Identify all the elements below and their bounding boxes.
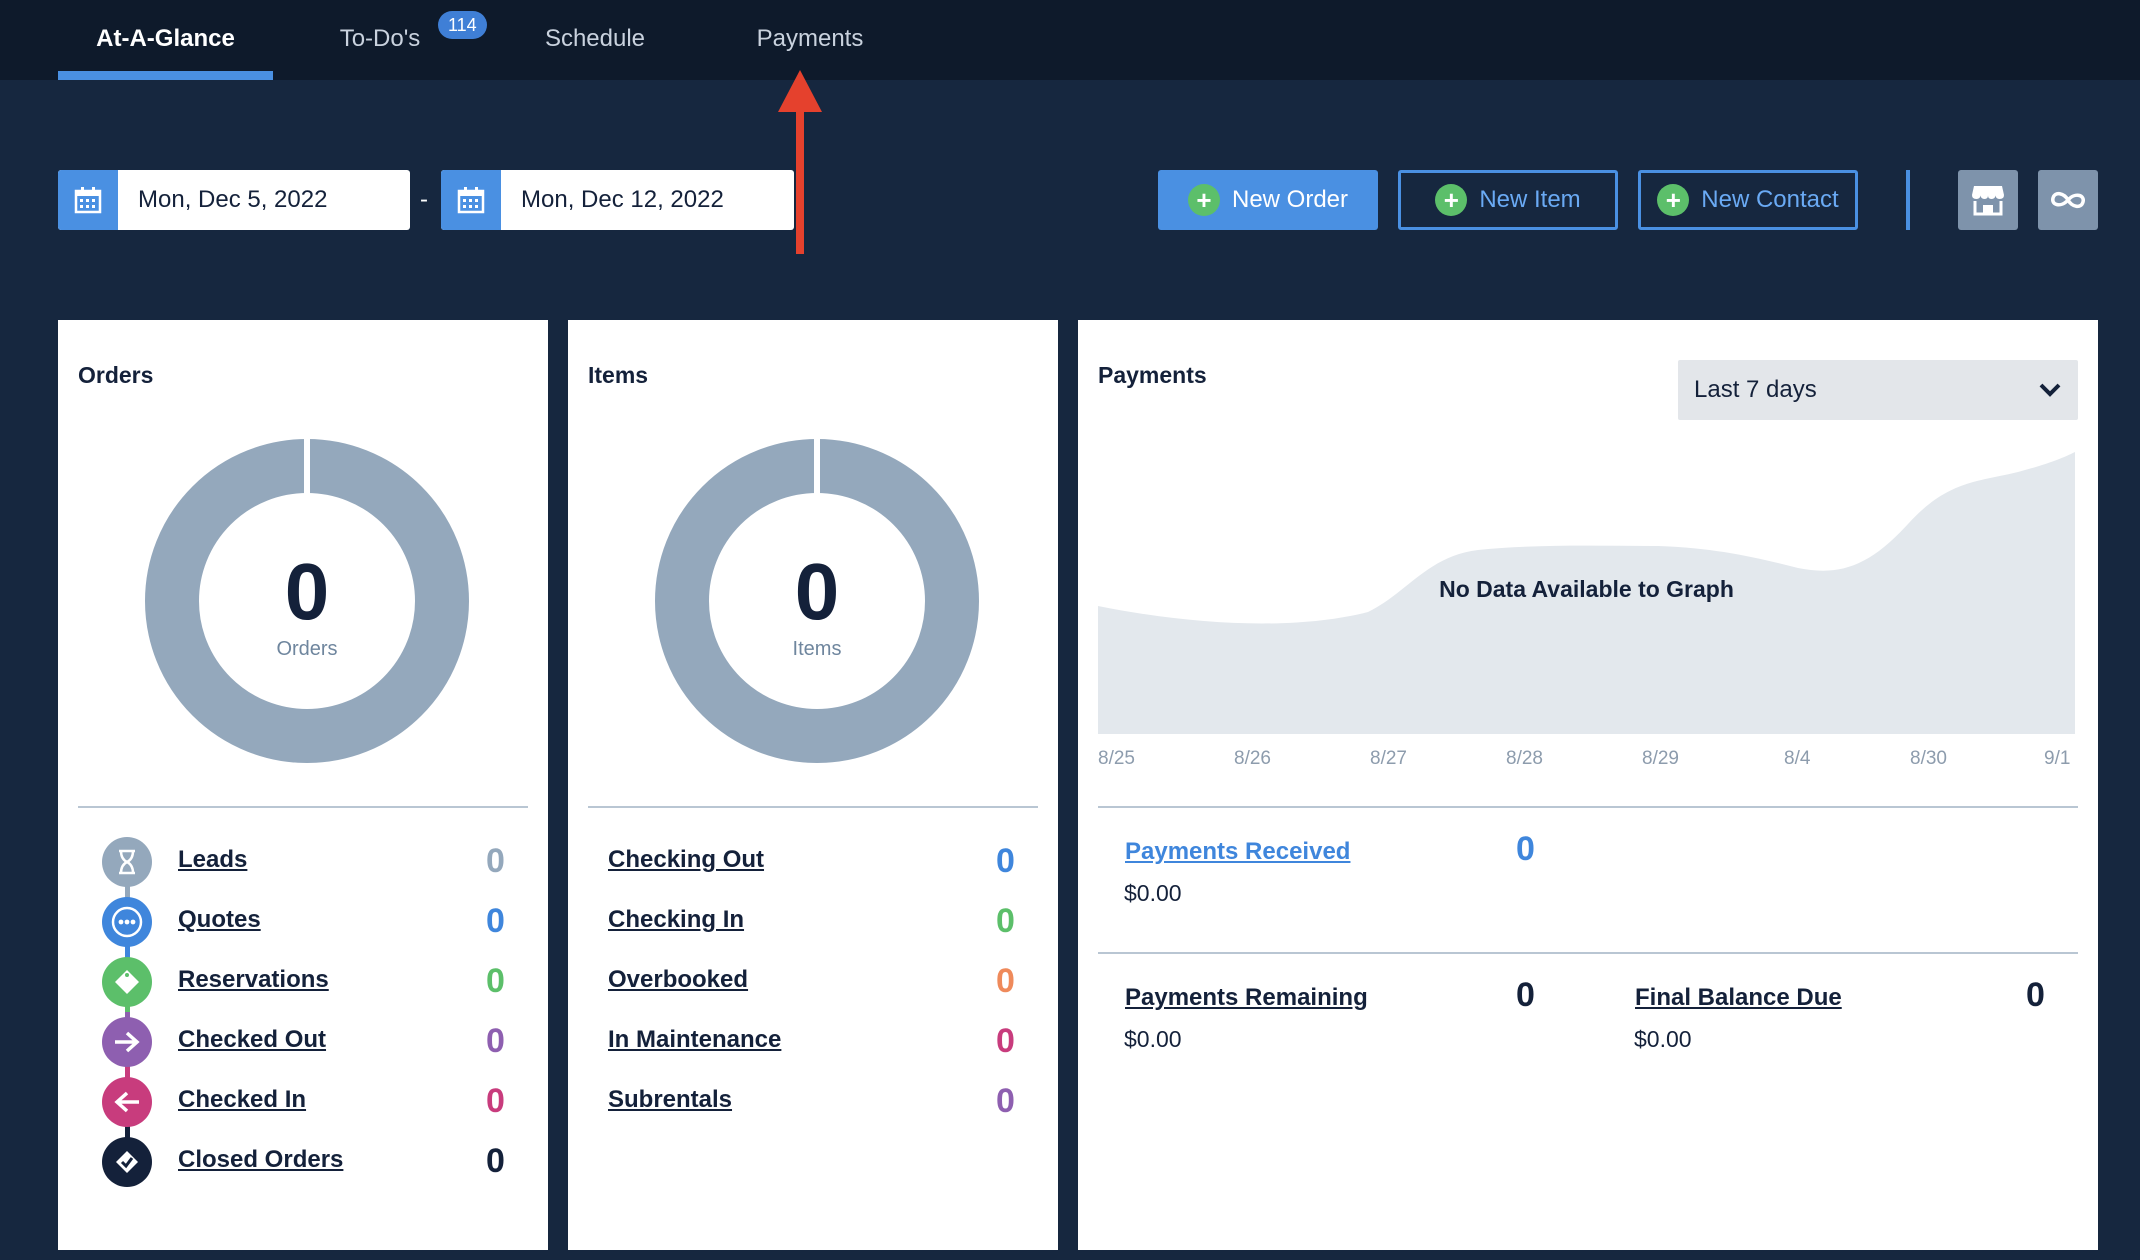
payments-title: Payments <box>1098 362 1207 388</box>
checked-out-link[interactable]: Checked Out <box>178 1026 327 1053</box>
start-date-value: Mon, Dec 5, 2022 <box>138 186 328 213</box>
status-timeline <box>125 862 130 1162</box>
quotes-link[interactable]: Quotes <box>178 906 261 933</box>
payments-received-amount: $0.00 <box>1124 880 1182 906</box>
new-item-button[interactable]: + New Item <box>1398 170 1618 230</box>
link-button[interactable] <box>2038 170 2098 230</box>
orders-count: 0 <box>284 546 330 636</box>
chevron-down-icon <box>2039 383 2061 397</box>
new-item-label: New Item <box>1479 186 1581 213</box>
checking-in-count: 0 <box>996 902 1015 940</box>
orders-card: Orders 0 Orders Leads 0 Quotes 0 Reserva… <box>58 320 548 1250</box>
start-date-picker[interactable]: Mon, Dec 5, 2022 <box>58 170 410 230</box>
checking-in-link[interactable]: Checking In <box>608 906 745 933</box>
final-balance-due-amount: $0.00 <box>1634 1026 1692 1052</box>
store-button[interactable] <box>1958 170 2018 230</box>
orders-donut-chart <box>145 436 469 763</box>
divider <box>78 806 528 808</box>
items-count: 0 <box>794 546 840 636</box>
todos-count-badge: 114 <box>438 11 487 39</box>
plus-icon: + <box>1187 184 1220 216</box>
divider <box>588 806 1038 808</box>
final-balance-due-count: 0 <box>2026 976 2045 1014</box>
items-card: Items 0 Items Checking Out 0 Checking In… <box>568 320 1058 1250</box>
date-range-separator: - <box>420 186 428 213</box>
new-contact-button[interactable]: + New Contact <box>1638 170 1858 230</box>
payments-received-link[interactable]: Payments Received <box>1125 838 1351 865</box>
toolbar-divider <box>1906 170 1910 230</box>
checked-in-count: 0 <box>486 1082 505 1120</box>
x-tick-label: 8/25 <box>1098 748 1135 769</box>
subrentals-link[interactable]: Subrentals <box>608 1086 733 1113</box>
divider <box>1098 952 2078 954</box>
closed-orders-count: 0 <box>486 1142 505 1180</box>
x-tick-label: 8/28 <box>1506 748 1543 769</box>
arrow-right-icon <box>102 1017 152 1067</box>
x-tick-label: 8/4 <box>1784 748 1811 769</box>
divider <box>1098 806 2078 808</box>
x-tick-label: 8/26 <box>1234 748 1271 769</box>
x-tick-label: 8/27 <box>1370 748 1407 769</box>
reservations-link[interactable]: Reservations <box>178 966 329 993</box>
overbooked-link[interactable]: Overbooked <box>608 966 749 993</box>
orders-donut-center: 0 Orders <box>142 436 472 766</box>
orders-count-label: Orders <box>276 637 338 660</box>
subrentals-count: 0 <box>996 1082 1015 1120</box>
new-order-button[interactable]: + New Order <box>1158 170 1378 230</box>
calendar-icon[interactable] <box>58 170 118 230</box>
arrow-left-icon <box>102 1077 152 1127</box>
tag-icon <box>102 957 152 1007</box>
payments-range-select[interactable]: Last 7 days <box>1678 360 2078 420</box>
payments-remaining-count: 0 <box>1516 976 1535 1014</box>
plus-icon: + <box>1657 184 1690 216</box>
closed-orders-link[interactable]: Closed Orders <box>178 1146 344 1173</box>
calendar-icon[interactable] <box>441 170 501 230</box>
tab-todos-label: To-Do's <box>339 25 421 52</box>
closed-order-icon <box>102 1137 152 1187</box>
x-tick-label: 8/29 <box>1642 748 1679 769</box>
leads-link[interactable]: Leads <box>178 846 248 873</box>
payments-range-value: Last 7 days <box>1694 376 1817 403</box>
checked-out-count: 0 <box>486 1022 505 1060</box>
final-balance-due-link[interactable]: Final Balance Due <box>1635 984 1842 1011</box>
tab-todos[interactable]: To-Do's <box>330 0 430 80</box>
ellipsis-icon <box>102 897 152 947</box>
orders-title: Orders <box>78 362 154 388</box>
leads-count: 0 <box>486 842 505 880</box>
items-title: Items <box>588 362 649 388</box>
checking-out-count: 0 <box>996 842 1015 880</box>
x-tick-label: 9/1 <box>2044 748 2071 769</box>
tab-schedule[interactable]: Schedule <box>544 25 646 52</box>
tab-at-a-glance[interactable]: At-A-Glance <box>58 0 273 80</box>
payments-placeholder-chart <box>1098 452 2075 734</box>
tab-payments[interactable]: Payments <box>756 25 864 52</box>
items-donut-chart <box>655 436 979 763</box>
checking-out-link[interactable]: Checking Out <box>608 846 765 873</box>
x-tick-label: 8/30 <box>1910 748 1947 769</box>
top-nav: At-A-Glance To-Do's 114 Schedule Payment… <box>0 0 2140 80</box>
payments-received-count: 0 <box>1516 830 1535 868</box>
items-count-label: Items <box>792 637 842 660</box>
end-date-picker[interactable]: Mon, Dec 12, 2022 <box>441 170 794 230</box>
plus-icon: + <box>1435 184 1468 216</box>
payments-remaining-link[interactable]: Payments Remaining <box>1125 984 1368 1011</box>
infinity-link-icon <box>2051 191 2085 209</box>
hourglass-icon <box>102 837 152 887</box>
payments-card: Payments Last 7 days No Data Available t… <box>1078 320 2098 1250</box>
checked-in-link[interactable]: Checked In <box>178 1086 307 1113</box>
end-date-value: Mon, Dec 12, 2022 <box>521 186 724 213</box>
quotes-count: 0 <box>486 902 505 940</box>
reservations-count: 0 <box>486 962 505 1000</box>
store-icon <box>1972 186 2004 216</box>
in-maintenance-count: 0 <box>996 1022 1015 1060</box>
overbooked-count: 0 <box>996 962 1015 1000</box>
new-contact-label: New Contact <box>1701 186 1839 213</box>
new-order-label: New Order <box>1231 186 1349 213</box>
items-donut-center: 0 Items <box>652 436 982 766</box>
payments-remaining-amount: $0.00 <box>1124 1026 1182 1052</box>
no-data-message: No Data Available to Graph <box>1439 576 1734 602</box>
in-maintenance-link[interactable]: In Maintenance <box>608 1026 782 1053</box>
